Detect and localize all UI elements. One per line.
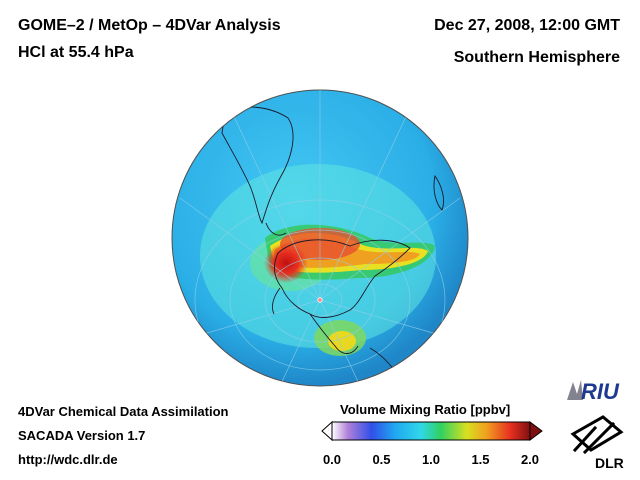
colorbar-right-arrow xyxy=(529,421,543,441)
footer-line2: SACADA Version 1.7 xyxy=(18,428,146,443)
globe-map xyxy=(171,89,469,387)
colorbar-tick-2: 1.0 xyxy=(422,452,440,467)
title-line2: HCl at 55.4 hPa xyxy=(18,44,134,61)
title-line1: GOME–2 / MetOp – 4DVar Analysis xyxy=(18,17,281,34)
date-label: Dec 27, 2008, 12:00 GMT xyxy=(434,17,620,34)
footer-line1: 4DVar Chemical Data Assimilation xyxy=(18,404,229,419)
colorbar-gradient xyxy=(331,421,531,441)
riu-logo: RIU xyxy=(567,379,620,404)
colorbar-left-arrow xyxy=(321,420,333,442)
colorbar-title: Volume Mixing Ratio [ppbv] xyxy=(340,402,511,417)
hcl-field xyxy=(200,164,436,356)
colorbar-tick-4: 2.0 xyxy=(521,452,539,467)
colorbar-tick-3: 1.5 xyxy=(471,452,489,467)
pole-marker xyxy=(317,297,323,303)
dlr-logo: DLR xyxy=(570,415,624,471)
footer-url: http://wdc.dlr.de xyxy=(18,452,118,467)
riu-logo-text: RIU xyxy=(581,379,620,404)
dlr-logo-text: DLR xyxy=(595,455,624,471)
colorbar-tick-1: 0.5 xyxy=(372,452,390,467)
colorbar-tick-0: 0.0 xyxy=(323,452,341,467)
hemisphere-label: Southern Hemisphere xyxy=(453,49,620,66)
colorbar: 0.0 0.5 1.0 1.5 2.0 xyxy=(321,420,543,467)
graticule xyxy=(179,90,461,386)
